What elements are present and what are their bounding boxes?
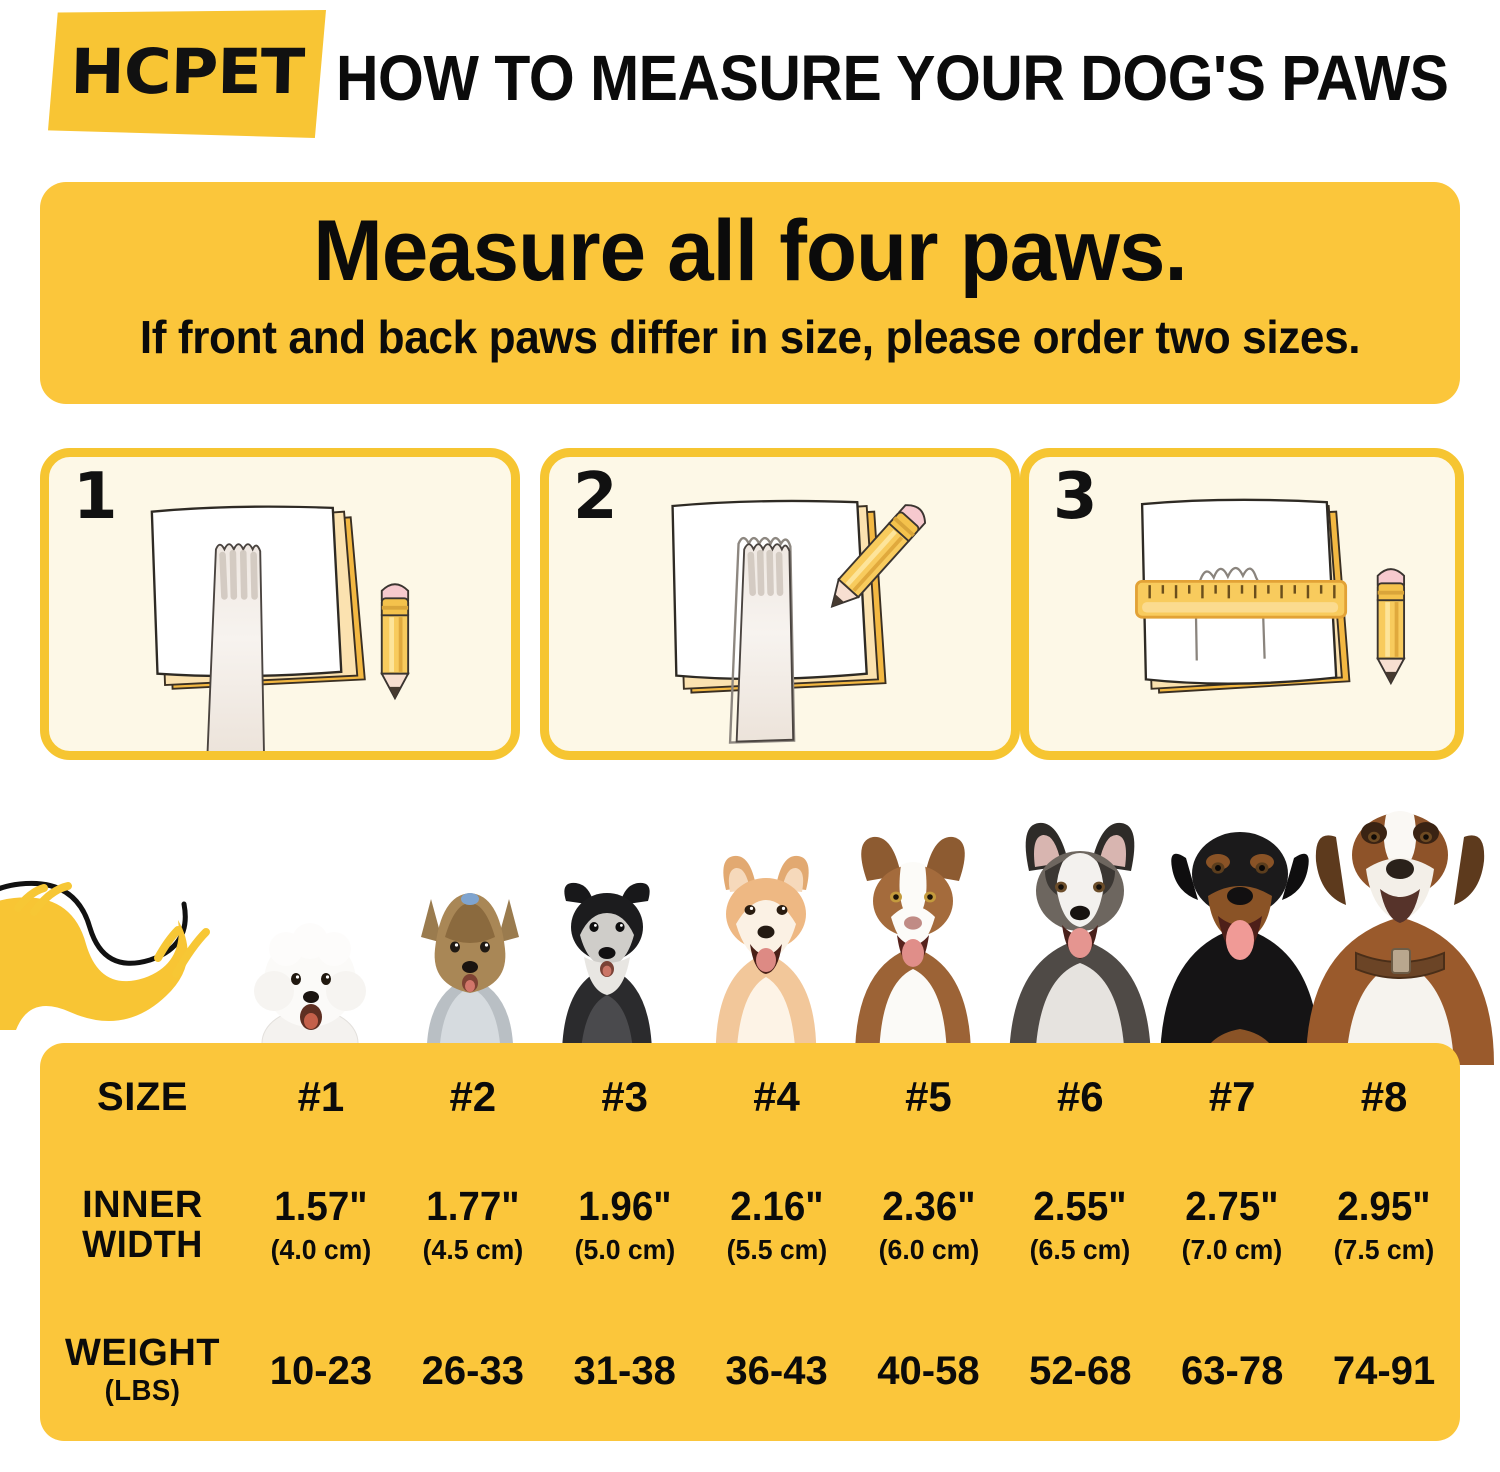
inner-width-in-4: 2.16": [729, 1183, 824, 1229]
row-label-weight-line2: (LBS): [104, 1375, 181, 1408]
size-cell-1: #1: [297, 1073, 345, 1120]
inner-width-cm-4: (5.5 cm): [726, 1234, 827, 1265]
weight-cell-6: 52-68: [1029, 1348, 1132, 1393]
table-row-weight: WEIGHT (LBS) 10-23 26-33 31-38 36-43 40-…: [40, 1301, 1460, 1441]
step-number-1: 1: [73, 460, 118, 534]
inner-width-cm-6: (6.5 cm): [1030, 1234, 1131, 1265]
size-cell-6: #6: [1056, 1073, 1104, 1120]
dog-breed-strip: [0, 780, 1500, 1065]
step-card-3: 3: [1020, 448, 1464, 760]
instruction-banner: Measure all four paws. If front and back…: [40, 182, 1460, 404]
weight-cell-7: 63-78: [1181, 1348, 1284, 1393]
size-cell-5: #5: [905, 1073, 952, 1120]
dog-portrait-saint-bernard: [1300, 785, 1500, 1065]
inner-width-cm-7: (7.0 cm): [1181, 1234, 1283, 1265]
row-label-weight-line1: WEIGHT: [65, 1331, 220, 1374]
dog-portrait-schnauzer: [540, 865, 675, 1065]
weight-cell-8: 74-91: [1332, 1348, 1436, 1393]
size-cell-4: #4: [753, 1073, 800, 1120]
size-cell-7: #7: [1208, 1073, 1256, 1120]
step-card-1: 1: [40, 448, 520, 760]
banner-headline: Measure all four paws.: [313, 203, 1187, 299]
inner-width-in-1: 1.57": [274, 1183, 368, 1229]
size-cell-8: #8: [1360, 1073, 1408, 1120]
dog-portrait-yorkshire-terrier: [405, 875, 535, 1065]
row-label-size: SIZE: [97, 1074, 188, 1119]
table-row-inner-width: INNER WIDTH 1.57" (4.0 cm) 1.77" (4.5 cm) …: [40, 1151, 1460, 1301]
inner-width-cm-5: (6.0 cm): [878, 1234, 979, 1265]
dog-portrait-shiba-inu: [690, 850, 840, 1065]
inner-width-cm-2: (4.5 cm): [422, 1234, 524, 1265]
hcpet-logo-badge: HCPET: [48, 10, 326, 138]
dog-portrait-border-collie: [835, 835, 990, 1065]
inner-width-cm-8: (7.5 cm): [1333, 1234, 1435, 1265]
brand-logo-text: HCPET: [69, 35, 305, 108]
dog-portrait-bichon-frise: [240, 905, 380, 1065]
step-number-2: 2: [573, 460, 618, 534]
row-label-inner-width-line2: WIDTH: [82, 1224, 203, 1266]
weight-cell-4: 36-43: [725, 1348, 828, 1393]
weight-cell-2: 26-33: [421, 1348, 524, 1393]
inner-width-in-8: 2.95": [1337, 1183, 1431, 1229]
table-row-size: SIZE #1 #2 #3 #4 #5 #6 #7 #8: [40, 1043, 1460, 1151]
size-cell-3: #3: [601, 1073, 649, 1120]
weight-cell-1: 10-23: [269, 1348, 373, 1393]
decorative-blob-icon: [0, 880, 210, 1030]
inner-width-in-6: 2.55": [1033, 1183, 1127, 1229]
size-cell-2: #2: [449, 1073, 497, 1120]
row-label-inner-width-line1: INNER: [82, 1184, 203, 1227]
ruler-measuring-illustration: [1135, 498, 1406, 694]
inner-width-in-3: 1.96": [578, 1183, 672, 1229]
inner-width-cm-1: (4.0 cm): [270, 1234, 372, 1265]
page-title: HOW TO MEASURE YOUR DOG'S PAWS: [336, 42, 1449, 114]
weight-cell-3: 31-38: [573, 1348, 676, 1393]
inner-width-cm-3: (5.0 cm): [574, 1234, 675, 1265]
inner-width-in-5: 2.36": [881, 1183, 976, 1229]
banner-subtext: If front and back paws differ in size, p…: [139, 311, 1361, 363]
tracing-paw-illustration: [671, 499, 927, 744]
weight-cell-5: 40-58: [877, 1348, 980, 1393]
page-header: HCPET HOW TO MEASURE YOUR DOG'S PAWS: [0, 0, 1500, 160]
paw-on-paper-illustration: [150, 505, 410, 751]
step-card-2: 2: [540, 448, 1020, 760]
inner-width-in-2: 1.77": [426, 1183, 520, 1229]
step-number-3: 3: [1053, 460, 1098, 534]
inner-width-in-7: 2.75": [1185, 1183, 1279, 1229]
dog-portrait-alaskan-malamute: [995, 815, 1165, 1065]
size-chart-table: SIZE #1 #2 #3 #4 #5 #6 #7 #8 INNER WIDTH…: [40, 1043, 1460, 1441]
